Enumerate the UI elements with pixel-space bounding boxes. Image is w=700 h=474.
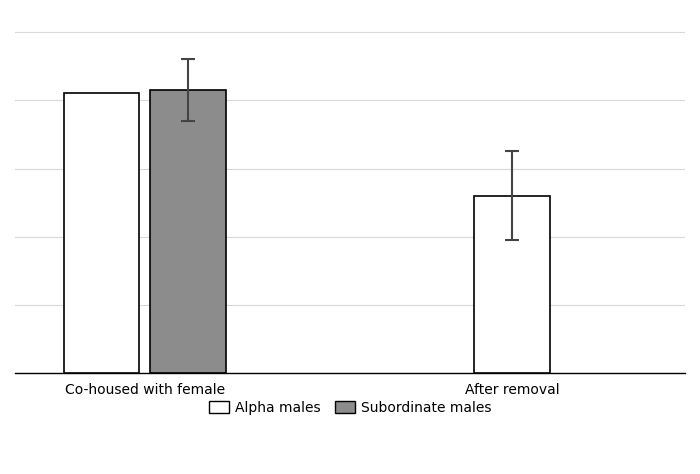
Bar	[64, 93, 139, 374]
Bar	[150, 90, 225, 374]
Legend: Alpha males, Subordinate males: Alpha males, Subordinate males	[203, 395, 497, 420]
Bar	[475, 196, 550, 374]
